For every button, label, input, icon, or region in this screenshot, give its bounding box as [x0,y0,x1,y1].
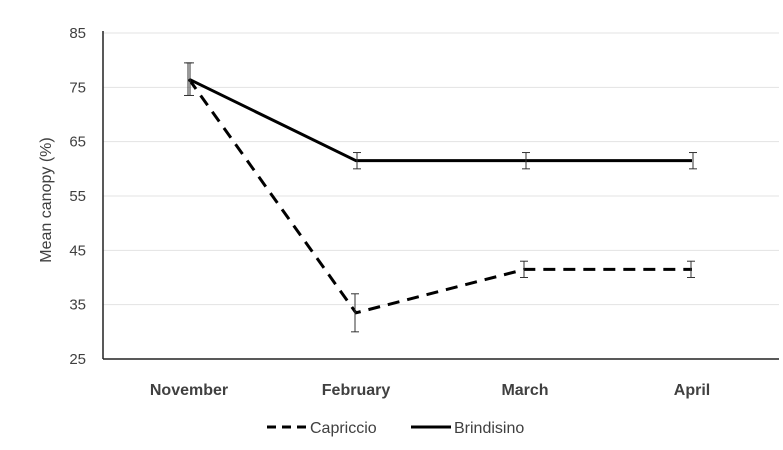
series-line-brindisino [188,77,692,163]
y-tick-label: 45 [69,242,86,259]
legend-label-brindisino: Brindisino [454,420,524,437]
series-line-capriccio [187,78,692,315]
y-tick-label: 85 [69,25,86,42]
legend: Capriccio Brindisino [267,420,524,437]
x-tick-label: February [322,382,391,399]
y-tick-label: 65 [69,134,86,151]
legend-label-capriccio: Capriccio [310,420,377,437]
y-tick-label: 55 [69,188,86,205]
y-tick-label: 25 [69,351,86,368]
y-tick-label: 75 [69,79,86,96]
x-tick-label: March [501,382,548,399]
tick-labels: 25 35 45 55 65 75 85 November February March April [69,25,710,399]
x-tick-label: April [674,382,710,399]
y-tick-label: 35 [69,297,86,314]
axes [102,31,779,360]
gridlines [103,32,779,306]
y-axis-title: Mean canopy (%) [38,137,55,262]
series-layer [184,62,697,333]
x-tick-label: November [150,382,228,399]
